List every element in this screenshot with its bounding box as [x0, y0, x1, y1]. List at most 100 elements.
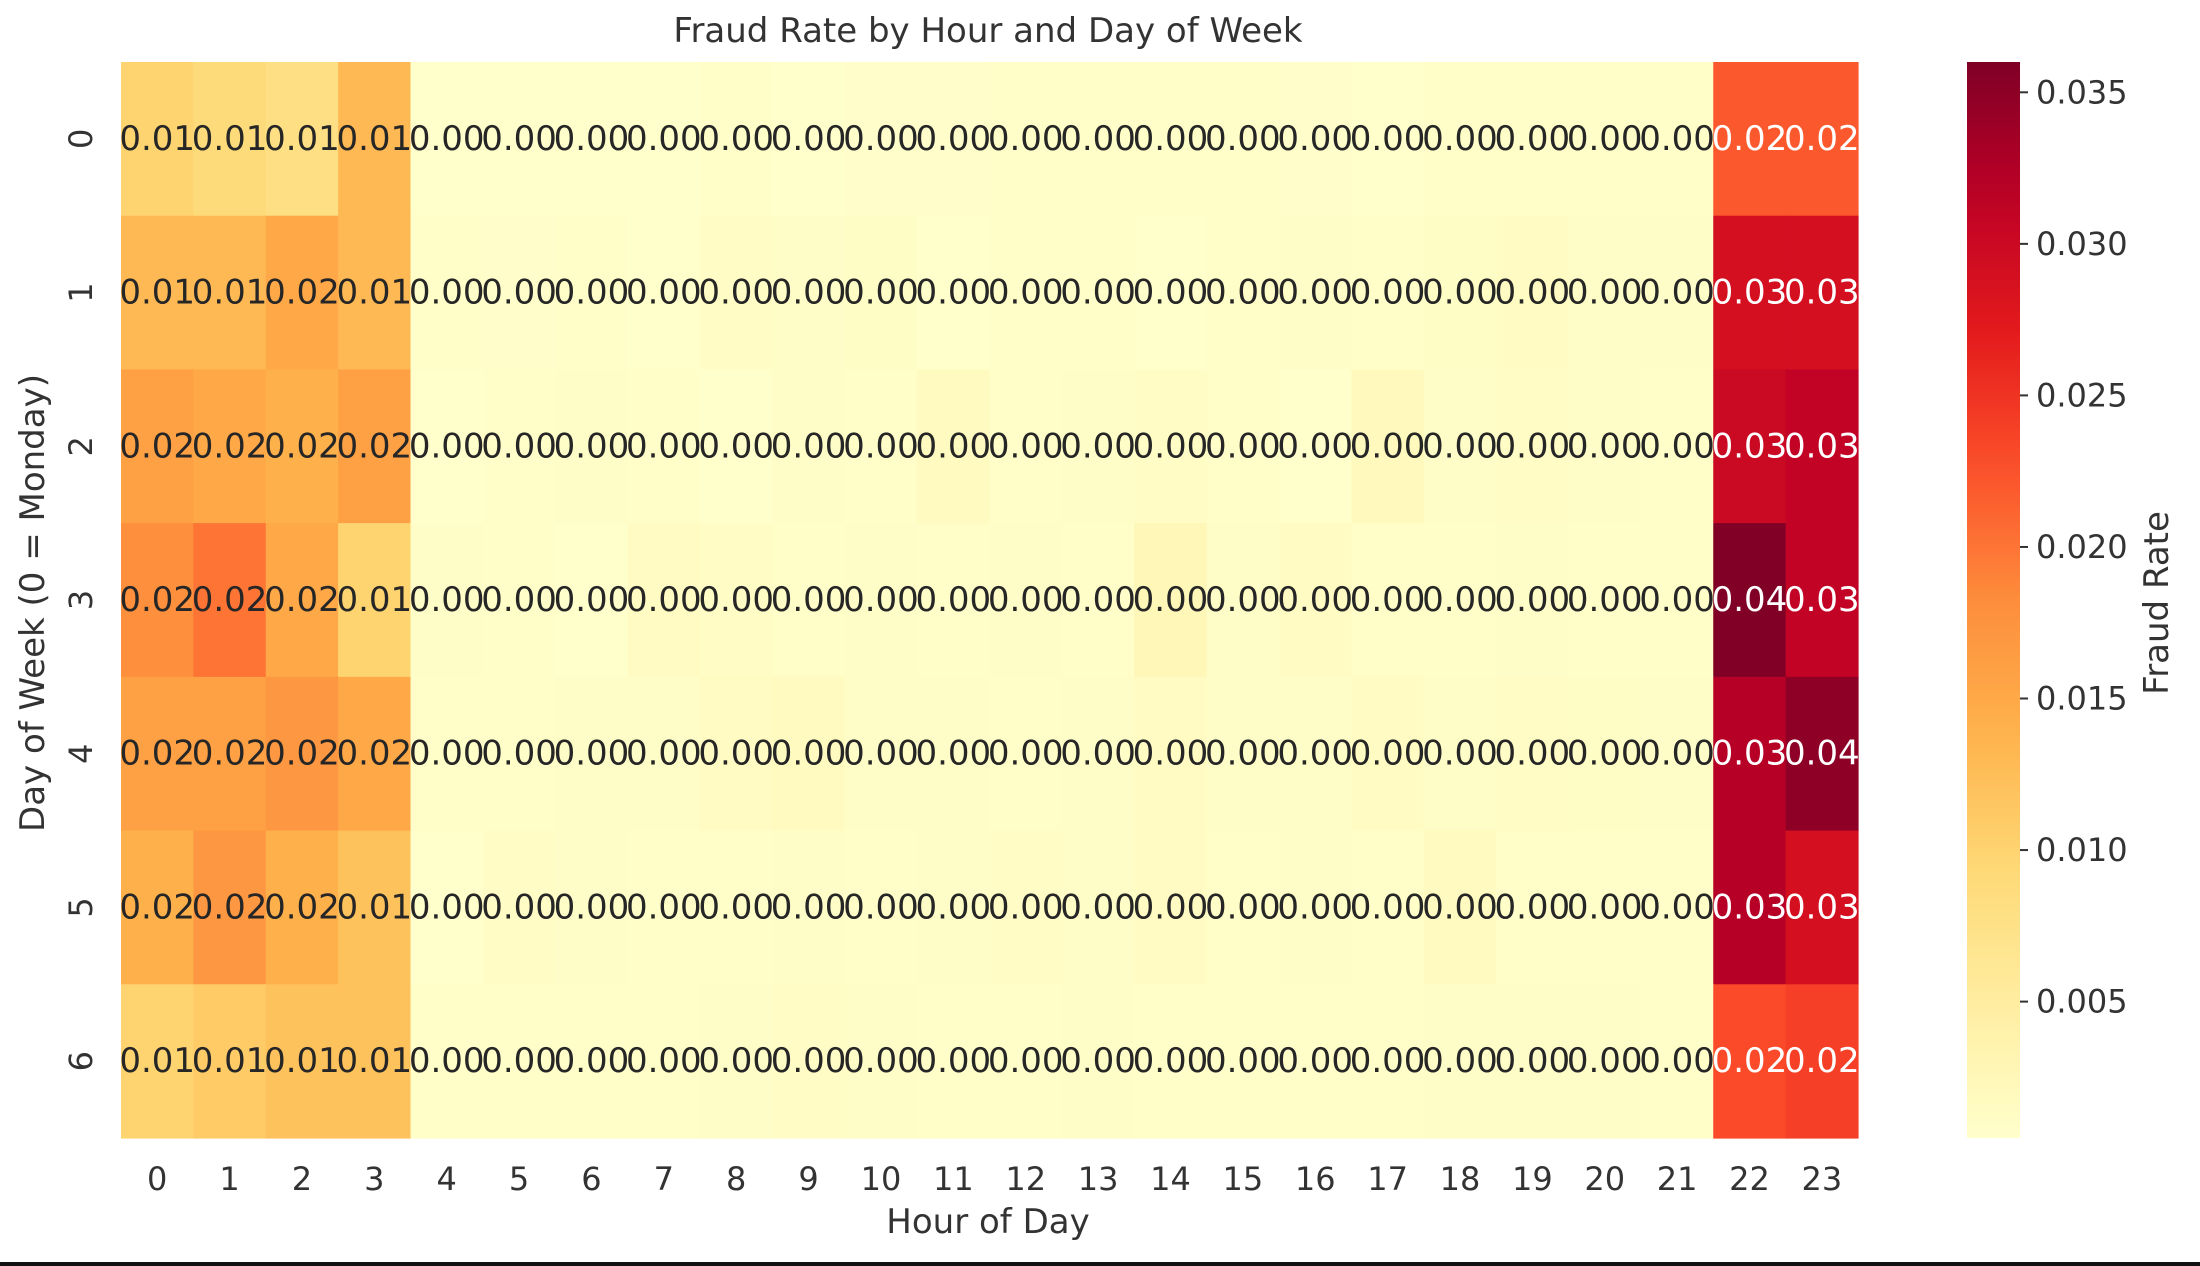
cell-annotation: 0.00 — [698, 426, 774, 466]
y-tick-label: 3 — [62, 590, 100, 610]
heatmap-cell — [844, 830, 918, 985]
heatmap-cell — [989, 523, 1063, 678]
heatmap-cell — [482, 830, 556, 985]
cell-annotation: 0.00 — [1205, 426, 1281, 466]
heatmap-cell — [555, 676, 629, 832]
cell-annotation: 0.00 — [554, 1041, 630, 1081]
heatmap-cell — [772, 369, 846, 524]
cell-annotation: 0.02 — [192, 887, 268, 927]
heatmap-cell — [844, 676, 918, 832]
colorbar-tick-label: 0.020 — [2036, 528, 2128, 566]
cell-annotation: 0.00 — [481, 734, 557, 774]
x-tick-label: 5 — [509, 1160, 529, 1198]
heatmap-cell — [1423, 830, 1497, 985]
heatmap-cell — [1423, 369, 1497, 524]
heatmap-cell — [1785, 830, 1859, 985]
heatmap-cell — [1279, 369, 1352, 524]
cell-annotation: 0.00 — [1350, 887, 1426, 927]
heatmap-cell — [1713, 523, 1787, 678]
cell-annotation: 0.00 — [409, 734, 485, 774]
cell-annotation: 0.00 — [1277, 273, 1353, 313]
x-tick-label: 19 — [1512, 1160, 1553, 1198]
heatmap-cell — [1496, 984, 1570, 1139]
cell-annotation: 0.00 — [1350, 119, 1426, 159]
heatmap-cell — [265, 369, 339, 524]
heatmap-cell — [1713, 369, 1787, 524]
heatmap-cell — [1785, 62, 1859, 217]
heatmap-cell — [338, 523, 412, 678]
heatmap-cell — [700, 523, 773, 678]
cell-annotation: 0.00 — [481, 1041, 557, 1081]
heatmap-cell — [1640, 215, 1714, 371]
heatmap-cell — [1640, 62, 1714, 217]
heatmap-cell — [338, 830, 412, 985]
heatmap-cell — [1279, 676, 1352, 832]
heatmap-cell — [1061, 215, 1135, 371]
cell-annotation: 0.00 — [626, 119, 702, 159]
heatmap-cell — [338, 676, 412, 832]
x-tick-label: 3 — [364, 1160, 384, 1198]
cell-annotation: 0.01 — [336, 273, 412, 313]
cell-annotation: 0.00 — [1639, 273, 1715, 313]
x-tick-label: 9 — [798, 1160, 818, 1198]
x-tick-label: 17 — [1367, 1160, 1408, 1198]
cell-annotation: 0.00 — [698, 580, 774, 620]
y-tick-label: 5 — [62, 897, 100, 917]
x-tick-label: 8 — [726, 1160, 746, 1198]
cell-annotation: 0.00 — [481, 273, 557, 313]
heatmap-cell — [1568, 62, 1642, 217]
heatmap-cell — [627, 984, 701, 1139]
cell-annotation: 0.00 — [1639, 1041, 1715, 1081]
cell-annotation: 0.02 — [119, 887, 195, 927]
heatmap-cell — [121, 984, 194, 1139]
cell-annotation: 0.00 — [1060, 887, 1136, 927]
cell-annotation: 0.00 — [915, 580, 991, 620]
cell-annotation: 0.00 — [1639, 580, 1715, 620]
cell-annotation: 0.00 — [843, 1041, 919, 1081]
heatmap-cell — [1279, 984, 1352, 1139]
cell-annotation: 0.00 — [409, 887, 485, 927]
y-tick-label: 0 — [62, 129, 100, 149]
heatmap-cell — [555, 369, 629, 524]
cell-annotation: 0.02 — [336, 426, 412, 466]
cell-annotation: 0.02 — [119, 426, 195, 466]
heatmap-cell — [989, 62, 1063, 217]
heatmap-cell — [1061, 369, 1135, 524]
cell-annotation: 0.00 — [771, 426, 847, 466]
heatmap-cell — [1640, 984, 1714, 1139]
cell-annotation: 0.00 — [771, 1041, 847, 1081]
cell-annotation: 0.04 — [1712, 580, 1788, 620]
heatmap-cell — [1568, 830, 1642, 985]
heatmap-cell — [1423, 62, 1497, 217]
cell-annotation: 0.01 — [119, 1041, 195, 1081]
heatmap-cell — [338, 984, 412, 1139]
heatmap-cell — [1351, 676, 1425, 832]
cell-annotation: 0.00 — [1133, 1041, 1209, 1081]
cell-annotation: 0.00 — [409, 119, 485, 159]
cell-annotation: 0.00 — [554, 273, 630, 313]
cell-annotation: 0.00 — [626, 580, 702, 620]
cell-annotation: 0.00 — [1494, 734, 1570, 774]
cell-annotation: 0.02 — [264, 734, 340, 774]
cell-annotation: 0.00 — [1567, 1041, 1643, 1081]
cell-annotation: 0.00 — [1422, 734, 1498, 774]
cell-annotation: 0.00 — [1060, 1041, 1136, 1081]
cell-annotation: 0.03 — [1784, 426, 1860, 466]
colorbar-tick-label: 0.030 — [2036, 225, 2128, 263]
cell-annotation: 0.03 — [1712, 273, 1788, 313]
heatmap-cell — [555, 830, 629, 985]
heatmap-cell — [1785, 523, 1859, 678]
cell-annotation: 0.01 — [336, 1041, 412, 1081]
cell-annotation: 0.00 — [698, 273, 774, 313]
cell-annotation: 0.00 — [1350, 734, 1426, 774]
cell-annotation: 0.00 — [698, 887, 774, 927]
cell-annotation: 0.03 — [1712, 426, 1788, 466]
cell-annotation: 0.02 — [264, 580, 340, 620]
heatmap-cell — [121, 62, 194, 217]
heatmap-cell — [1785, 215, 1859, 371]
heatmap-cell — [410, 984, 484, 1139]
x-tick-label: 20 — [1584, 1160, 1625, 1198]
heatmap-cell — [555, 215, 629, 371]
x-tick-label: 23 — [1801, 1160, 1842, 1198]
